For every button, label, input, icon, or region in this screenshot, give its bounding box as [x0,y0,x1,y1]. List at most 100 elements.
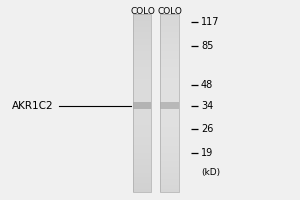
Bar [160,57,178,58]
Bar [134,168,152,170]
Bar [134,119,152,121]
Bar [160,14,178,15]
Bar [160,15,178,17]
Bar [160,63,178,64]
Bar [134,15,152,17]
Bar [134,87,152,88]
Bar [134,148,152,149]
Bar [134,146,152,148]
Bar [160,67,178,69]
Bar [160,124,178,125]
Bar [134,185,152,186]
Bar [134,159,152,161]
Bar [160,148,178,149]
Bar [134,93,152,94]
Bar [134,29,152,30]
Bar [160,155,178,156]
Bar [160,156,178,158]
Bar [160,36,178,38]
Bar [160,75,178,76]
Bar [134,41,152,42]
Bar [134,47,152,48]
Bar [134,97,152,99]
Bar [160,150,178,152]
Bar [134,91,152,93]
Bar [134,88,152,90]
Bar [160,127,178,128]
Bar [160,97,178,99]
Bar [134,14,152,192]
Bar [134,63,152,64]
Bar [160,102,178,103]
Bar [160,143,178,145]
Bar [134,112,152,113]
Bar [160,23,178,24]
Bar [134,58,152,60]
Bar [160,159,178,161]
Bar [160,100,178,102]
Bar [160,47,178,48]
Bar [134,20,152,21]
Bar [134,70,152,72]
Text: 34: 34 [201,101,213,111]
Bar [134,45,152,47]
Bar [160,88,178,90]
Bar [134,143,152,145]
Bar [160,41,178,42]
Bar [160,93,178,94]
Bar [134,109,152,110]
Bar [134,171,152,173]
Bar [160,152,178,153]
Bar [160,76,178,78]
Bar [134,170,152,171]
Bar [134,115,152,116]
Bar [160,54,178,56]
Bar [134,189,152,191]
Bar [134,110,152,112]
Bar [160,99,178,100]
Bar [160,26,178,27]
Bar [160,133,178,134]
Bar [134,183,152,185]
Bar [134,85,152,87]
Bar [160,32,178,33]
Bar [160,116,178,118]
Bar [134,150,152,152]
Bar [134,96,152,97]
Bar [134,33,152,35]
Text: 19: 19 [201,148,213,158]
Text: 117: 117 [201,17,220,27]
Bar [134,54,152,56]
Bar [160,191,178,192]
Bar [134,162,152,164]
Bar [160,56,178,57]
Bar [160,168,178,170]
Bar [160,188,178,189]
Bar [134,156,152,158]
Bar [160,73,178,75]
Bar [134,79,152,81]
Bar [134,165,152,167]
Bar [134,50,152,51]
Bar [160,64,178,66]
Bar [160,164,178,165]
Bar [160,85,178,87]
Bar [160,44,178,45]
Bar [134,78,152,79]
Bar [160,186,178,188]
Bar [160,78,178,79]
Text: 85: 85 [201,41,213,51]
Bar [134,113,152,115]
Bar [160,171,178,173]
Bar [134,176,152,177]
Bar [160,14,178,192]
Bar [134,124,152,125]
Bar [134,61,152,63]
Bar [160,142,178,143]
Bar [134,137,152,139]
Bar [160,58,178,60]
Text: COLO: COLO [130,7,155,16]
Bar [160,104,178,106]
Bar [160,53,178,54]
Bar [160,48,178,50]
